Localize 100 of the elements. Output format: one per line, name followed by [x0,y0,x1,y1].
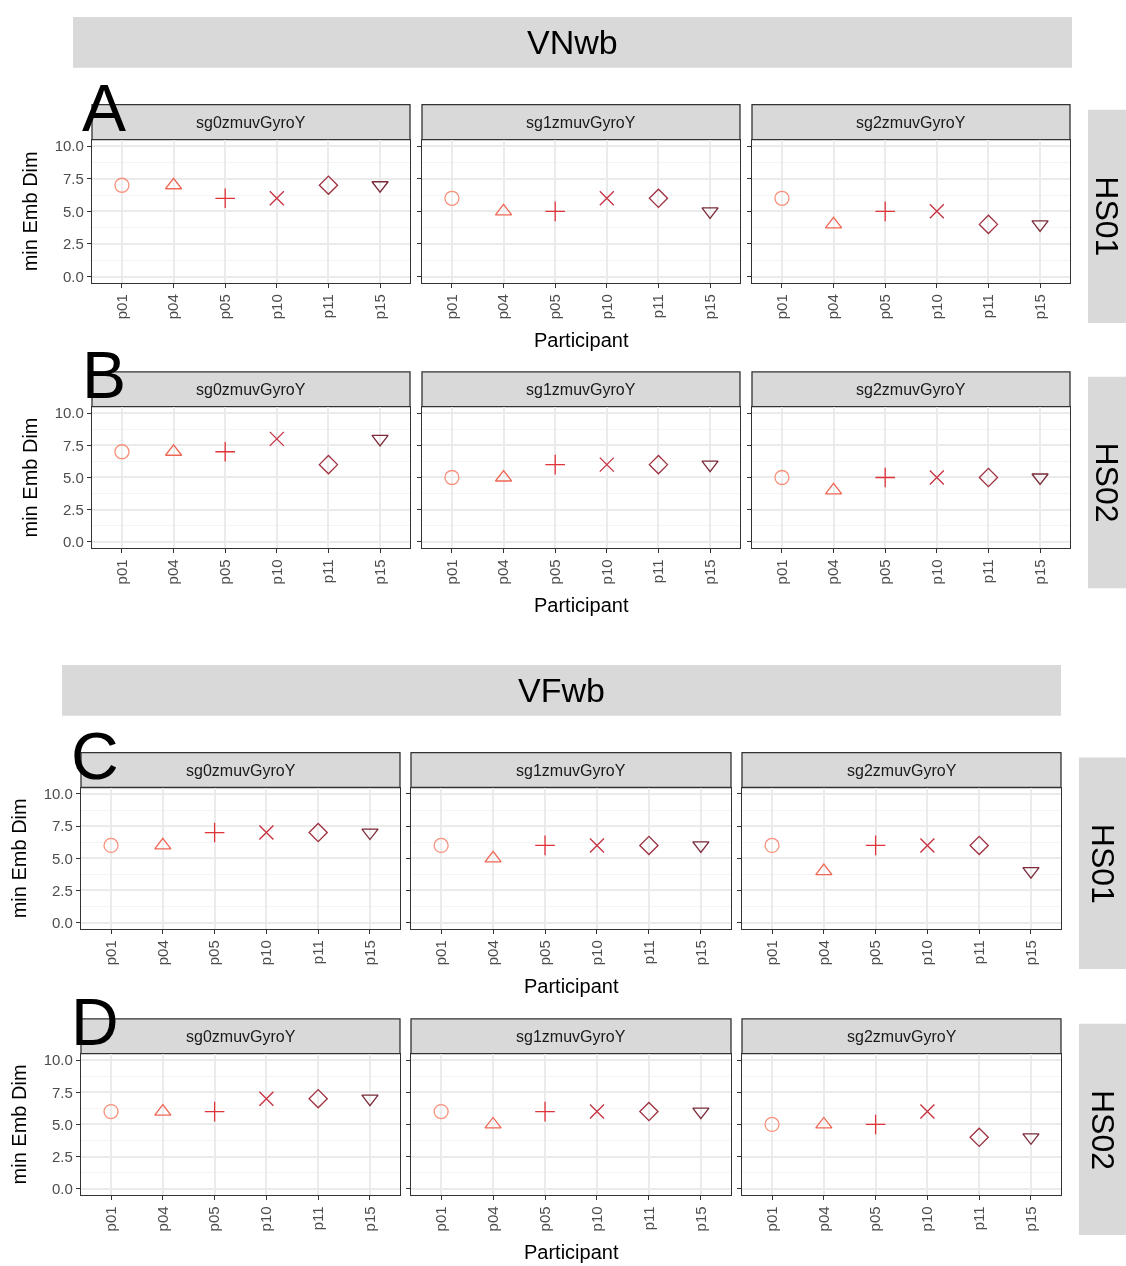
y-tick-label: 7.5 [62,169,84,187]
annotation: D [71,985,119,1059]
x-tick-label: p10 [267,559,285,585]
x-tick-label: p15 [691,940,709,966]
x-tick-label: p15 [1021,940,1039,966]
x-tick-label: p01 [762,1206,780,1232]
text: VNwb [527,23,618,61]
x-tick-label: p15 [700,294,718,320]
chart-title: sg1zmuvGyroY [516,762,626,779]
text: HS01 [1089,176,1126,257]
x-tick-label: p10 [257,1206,275,1232]
chart-title: sg0zmuvGyroY [196,114,306,131]
x-tick-label: p11 [639,1206,657,1231]
x-tick-label: p01 [442,294,460,320]
x-tick-label: p10 [927,559,945,585]
x-tick-label: p10 [597,294,615,320]
x-tick-label: p01 [101,1206,119,1232]
x-tick-label: p10 [587,1206,605,1232]
x-tick-label: p10 [597,559,615,585]
y-axis-title: min Emb Dim [7,798,30,919]
text: HS01 [1084,823,1121,904]
y-tick-label: 0.0 [62,533,84,551]
x-tick-label: p15 [700,559,718,585]
x-tick-label: p11 [319,559,337,584]
x-tick-label: p04 [153,1206,171,1232]
x-tick-label: p05 [876,559,894,585]
x-tick-label: p04 [814,1206,832,1232]
y-axis-title: min Emb Dim [7,1064,30,1185]
x-tick-label: p01 [432,1206,450,1232]
x-tick-label: p11 [309,1206,327,1231]
x-tick-label: p11 [639,940,657,965]
x-tick-label: p04 [164,559,182,585]
x-tick-label: p01 [101,940,119,966]
x-tick-label: p05 [546,559,564,585]
x-tick-label: p10 [267,294,285,320]
x-tick-label: p11 [319,294,337,319]
y-tick-label: 7.5 [62,436,84,454]
y-tick-label: 2.5 [51,881,73,899]
x-tick-label: p01 [112,559,130,585]
x-tick-label: p15 [360,1206,378,1232]
x-tick-label: p15 [1021,1206,1039,1232]
y-tick-label: 10.0 [54,137,84,155]
chart-title: sg2zmuvGyroY [847,762,957,779]
y-tick-label: 0.0 [51,1180,73,1198]
x-tick-label: p05 [546,294,564,320]
x-tick-label: p01 [772,559,790,585]
x-tick-label: p05 [876,294,894,320]
x-tick-label: p11 [309,940,327,965]
x-tick-label: p01 [112,294,130,320]
point [371,434,389,447]
y-tick-label: 0.0 [62,267,84,285]
x-tick-label: p04 [494,559,512,585]
text: VFwb [518,671,605,709]
x-tick-label: p10 [927,294,945,320]
x-tick-label: p01 [442,559,460,585]
x-tick-label: p10 [257,940,275,966]
chart-title: sg1zmuvGyroY [516,1028,626,1045]
point [114,444,130,460]
y-tick-label: 10.0 [54,404,84,422]
x-axis-title: Participant [534,329,629,351]
chart-title: sg0zmuvGyroY [196,381,306,398]
x-tick-label: p05 [216,559,234,585]
chart-title: sg1zmuvGyroY [526,381,636,398]
x-tick-label: p11 [649,294,667,319]
y-axis-title: min Emb Dim [18,151,41,272]
y-tick-label: 5.0 [51,1115,73,1133]
x-axis-title: Participant [524,975,619,997]
x-tick-label: p05 [866,1206,884,1232]
x-tick-label: p11 [649,559,667,584]
y-tick-label: 7.5 [51,1083,73,1101]
x-tick-label: p10 [918,940,936,966]
y-tick-label: 5.0 [62,202,84,220]
x-tick-label: p11 [979,559,997,584]
x-tick-label: p11 [970,940,988,965]
x-tick-label: p05 [535,940,553,966]
x-tick-label: p04 [494,294,512,320]
y-tick-label: 10.0 [43,1051,73,1069]
x-tick-label: p04 [483,1206,501,1232]
text: HS02 [1089,442,1126,523]
x-tick-label: p05 [535,1206,553,1232]
x-tick-label: p15 [370,559,388,585]
x-axis-title: Participant [534,594,629,616]
x-axis-title: Participant [524,1241,619,1263]
x-tick-label: p05 [205,1206,223,1232]
x-tick-label: p10 [587,940,605,966]
x-tick-label: p11 [970,1206,988,1231]
x-tick-label: p04 [164,294,182,320]
x-tick-label: p15 [1030,559,1048,585]
x-tick-label: p05 [205,940,223,966]
point [269,431,285,447]
x-tick-label: p01 [762,940,780,966]
chart-title: sg2zmuvGyroY [847,1028,957,1045]
x-tick-label: p15 [1030,294,1048,320]
x-tick-label: p01 [432,940,450,966]
x-tick-label: p04 [824,294,842,320]
y-tick-label: 2.5 [62,500,84,518]
chart-title: sg2zmuvGyroY [856,114,966,131]
x-tick-label: p04 [814,940,832,966]
y-tick-label: 0.0 [51,913,73,931]
chart-title: sg0zmuvGyroY [186,1028,296,1045]
